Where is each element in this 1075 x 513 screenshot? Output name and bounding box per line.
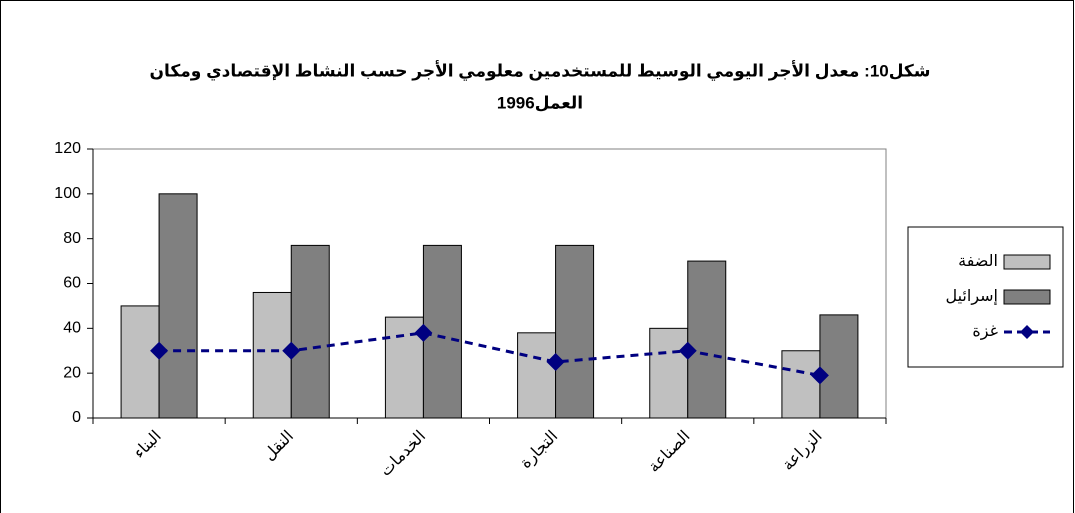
line-marker <box>282 341 301 360</box>
line-marker <box>414 323 433 342</box>
legend-label: غزة <box>972 323 998 341</box>
bar <box>555 244 595 419</box>
y-tick-label: 60 <box>63 275 81 292</box>
legend-label: الضفة <box>958 253 998 270</box>
bar <box>252 291 292 419</box>
bar <box>649 327 689 419</box>
y-tick-label: 100 <box>54 185 81 202</box>
y-tick-label: 40 <box>63 320 81 337</box>
y-tick-label: 0 <box>72 409 81 426</box>
legend-swatch <box>1003 289 1051 305</box>
legend-label: إسرائيل <box>945 288 998 306</box>
chart-title: شكل10: معدل الأجر اليومي الوسيط للمستخدم… <box>149 60 930 81</box>
bar <box>120 305 160 419</box>
legend-swatch <box>1003 254 1051 270</box>
y-tick-label: 20 <box>63 364 81 381</box>
bar <box>819 314 859 419</box>
line-marker <box>810 366 829 385</box>
legend-marker <box>1020 325 1034 339</box>
bar <box>290 244 330 419</box>
y-tick-label: 80 <box>63 230 81 247</box>
y-tick-label: 120 <box>54 140 81 157</box>
line-marker <box>546 352 565 371</box>
bar <box>781 350 821 419</box>
line-marker <box>678 341 697 360</box>
bar <box>158 193 198 419</box>
chart-title: العمل1996 <box>497 93 583 112</box>
line-marker <box>150 341 169 360</box>
bar <box>517 332 557 419</box>
bar <box>687 260 727 419</box>
